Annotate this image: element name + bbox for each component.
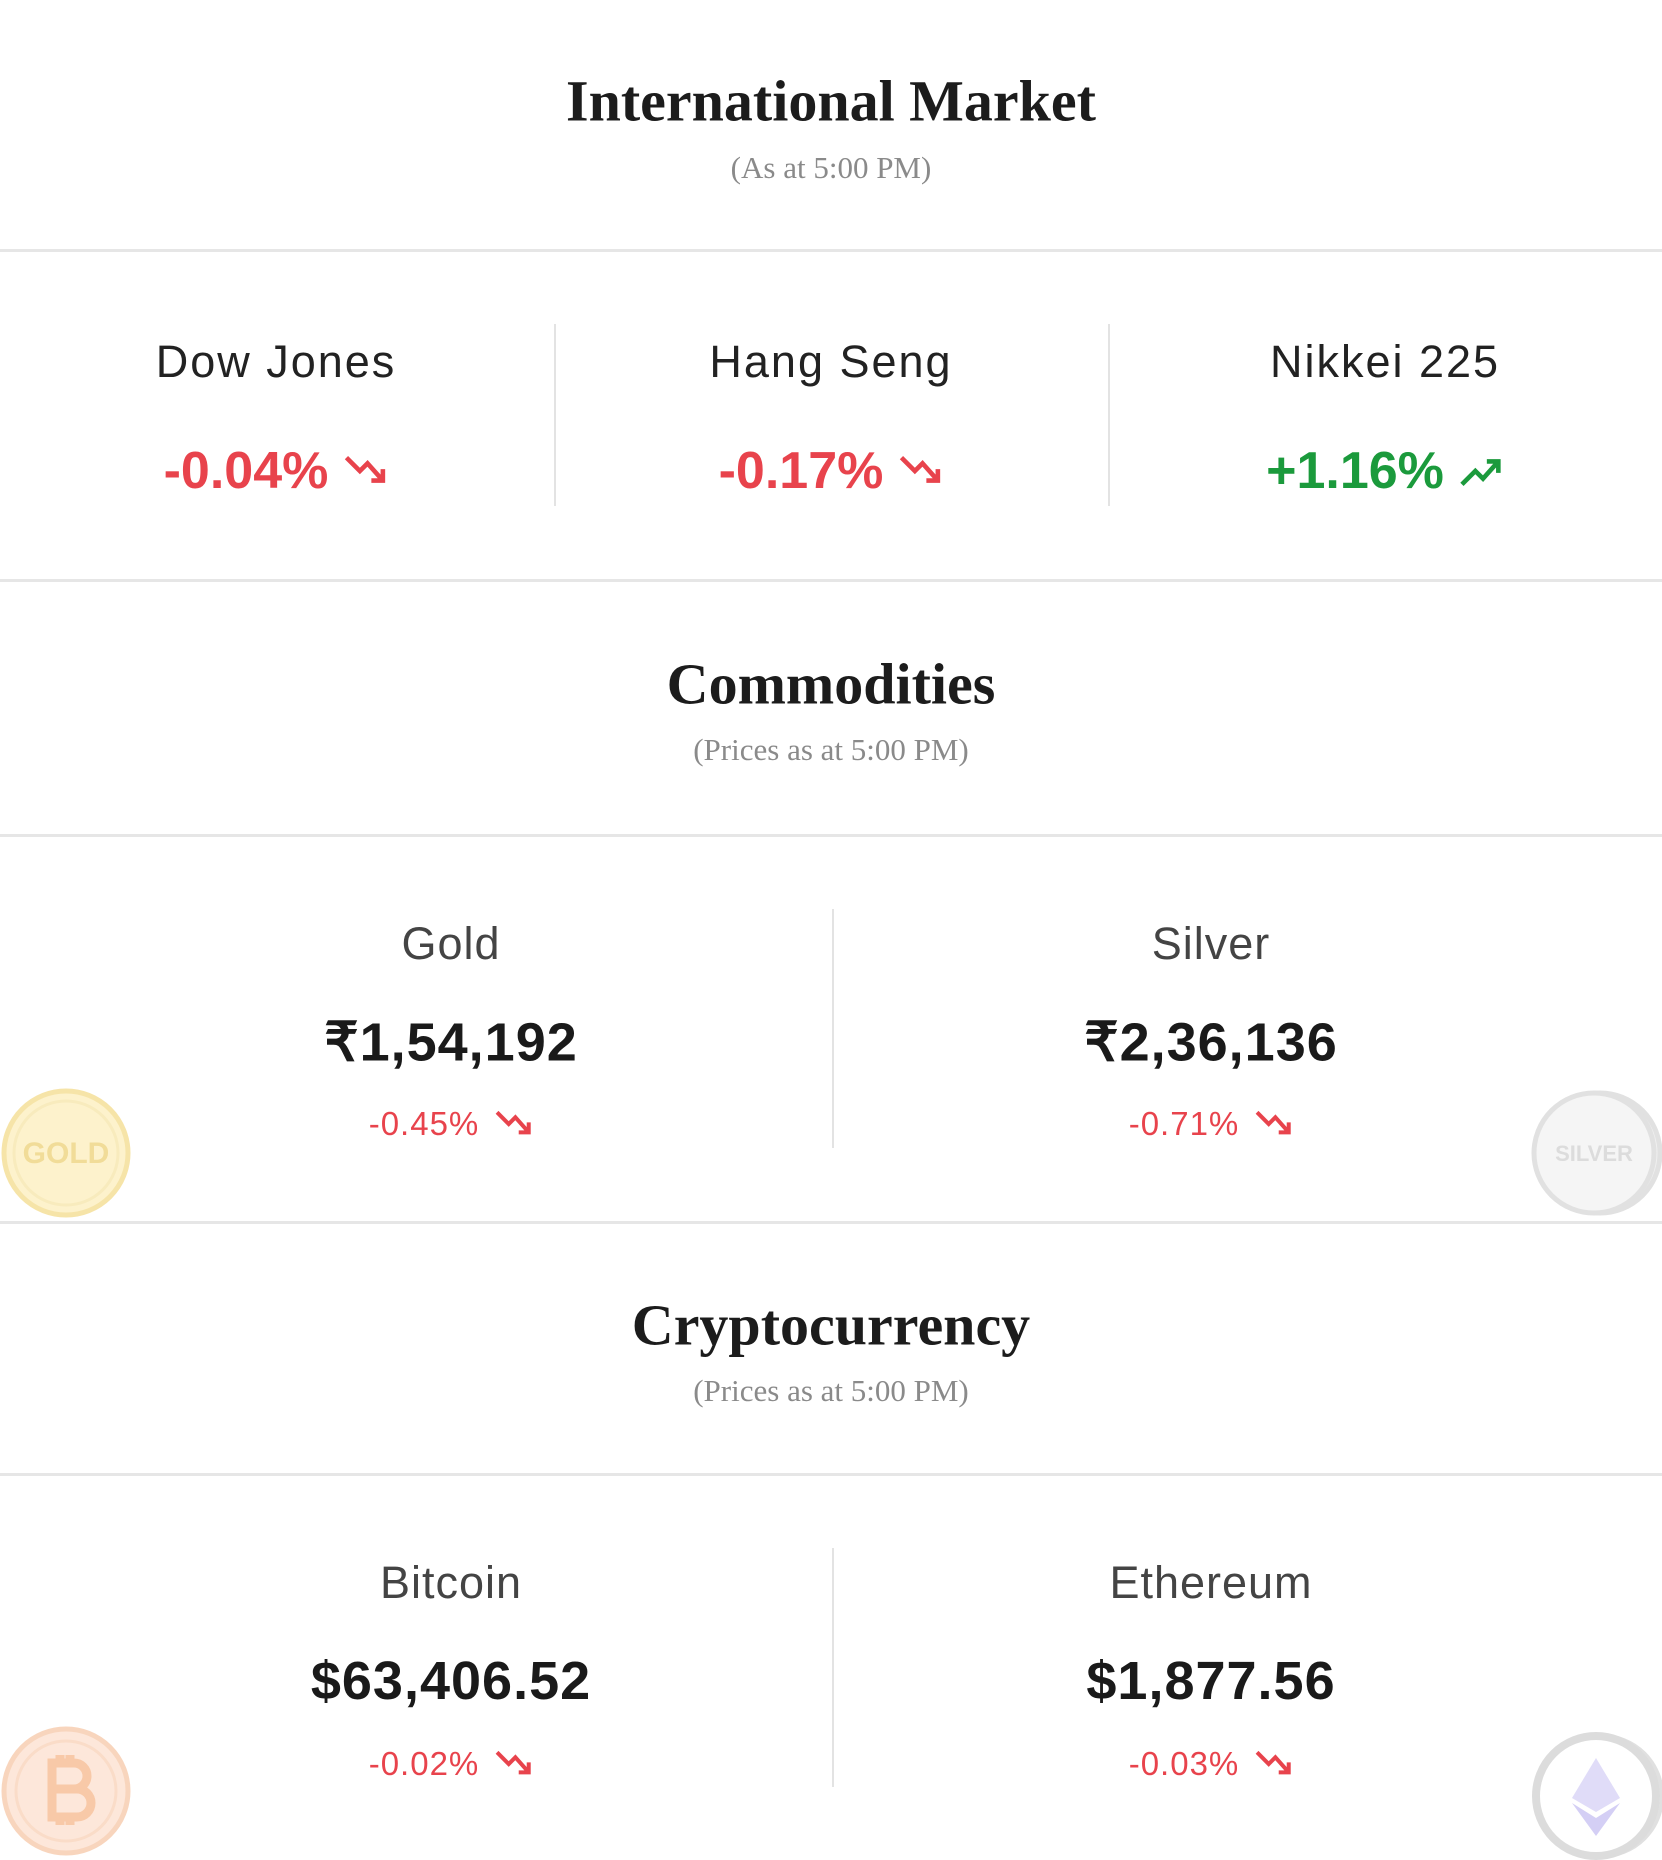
trend-down-icon [495, 1750, 531, 1775]
ethereum-icon [1532, 1732, 1662, 1860]
change-value: -0.02% [368, 1745, 480, 1782]
change-value: -0.04% [163, 442, 329, 500]
divider [0, 579, 1662, 582]
trend-down-icon [899, 455, 940, 483]
trend-down-icon [495, 1110, 531, 1135]
divider [0, 834, 1662, 837]
asset-price: $1,877.56 [1086, 1651, 1336, 1711]
section-subtitle: (Prices as at 5:00 PM) [693, 1373, 969, 1408]
change: -0.45% [369, 1104, 534, 1144]
divider [0, 1221, 1662, 1224]
index-name: Dow Jones [155, 336, 397, 387]
asset-name: Ethereum [1109, 1557, 1313, 1608]
change: -0.71% [1129, 1104, 1294, 1144]
coin-text: SILVER [1555, 1141, 1633, 1166]
bitcoin-icon [1, 1726, 131, 1856]
change: -0.04% [164, 441, 389, 501]
change-value: -0.03% [1128, 1745, 1240, 1782]
change: -0.17% [719, 441, 944, 501]
change: +1.16% [1266, 441, 1504, 501]
index-name: Hang Seng [709, 336, 953, 387]
change: -0.03% [1129, 1744, 1294, 1784]
section-subtitle: (Prices as at 5:00 PM) [693, 732, 969, 767]
index-name: Nikkei 225 [1269, 336, 1501, 387]
silver-coin-icon: SILVER [1531, 1090, 1662, 1216]
gold-coin-icon: GOLD [1, 1088, 131, 1218]
change: -0.02% [369, 1744, 534, 1784]
asset-name: Gold [401, 918, 501, 969]
trend-down-icon [1255, 1110, 1291, 1135]
asset-name: Silver [1151, 918, 1271, 969]
divider [0, 249, 1662, 252]
column-divider [832, 909, 834, 1148]
section-title: International Market [566, 68, 1096, 134]
change-value: -0.71% [1128, 1105, 1240, 1142]
column-divider [832, 1548, 834, 1787]
column-divider [554, 324, 556, 506]
column-divider [1108, 324, 1110, 506]
trend-down-icon [344, 455, 385, 483]
asset-price: ₹1,54,192 [324, 1012, 578, 1073]
change-value: -0.45% [368, 1105, 480, 1142]
section-title: Cryptocurrency [631, 1292, 1031, 1358]
change-value: +1.16% [1266, 442, 1444, 500]
trend-up-icon [1460, 459, 1501, 487]
coin-text: GOLD [23, 1137, 110, 1170]
trend-down-icon [1255, 1750, 1291, 1775]
section-subtitle: (As at 5:00 PM) [730, 150, 932, 185]
change-value: -0.17% [718, 442, 884, 500]
asset-price: $63,406.52 [310, 1651, 592, 1711]
asset-price: ₹2,36,136 [1084, 1012, 1338, 1073]
asset-name: Bitcoin [379, 1557, 523, 1608]
section-title: Commodities [666, 651, 996, 717]
divider [0, 1473, 1662, 1476]
